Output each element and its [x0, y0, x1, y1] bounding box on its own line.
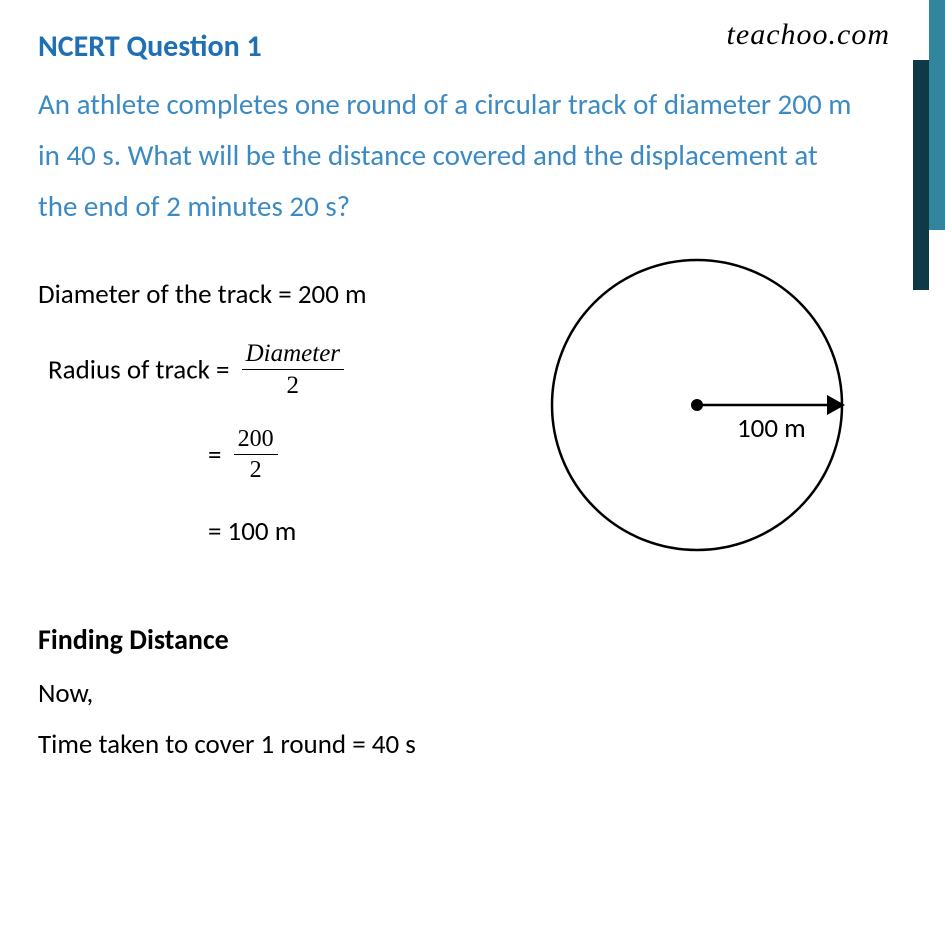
decorative-side-stripe: [913, 0, 945, 945]
stripe-teal: [929, 0, 945, 230]
finding-distance-heading: Finding Distance: [38, 622, 895, 657]
fraction-200-over-2: 2002: [234, 426, 278, 484]
frac-denominator: 2: [234, 455, 278, 483]
question-text: An athlete completes one round of a circ…: [38, 79, 895, 231]
equals-prefix: =: [208, 438, 228, 471]
now-line: Now,: [38, 677, 895, 710]
stripe-dark: [913, 60, 929, 290]
frac-denominator: 2: [242, 370, 344, 400]
circle-diagram: 100 m: [527, 245, 867, 570]
radius-value-label: 100 m: [737, 412, 806, 445]
page-content: NCERT Question 1 An athlete completes on…: [0, 0, 945, 761]
frac-numerator: 200: [234, 426, 278, 455]
time-per-round-line: Time taken to cover 1 round = 40 s: [38, 728, 895, 761]
frac-numerator: Diameter: [242, 340, 344, 371]
solution-body: Diameter of the track = 200 m Radius of …: [38, 275, 895, 552]
watermark-text: teachoo.com: [727, 18, 890, 52]
circle-svg: 100 m: [527, 245, 867, 565]
fraction-diameter-over-2: Diameter2: [242, 340, 344, 400]
radius-label: Radius of track =: [48, 353, 236, 386]
